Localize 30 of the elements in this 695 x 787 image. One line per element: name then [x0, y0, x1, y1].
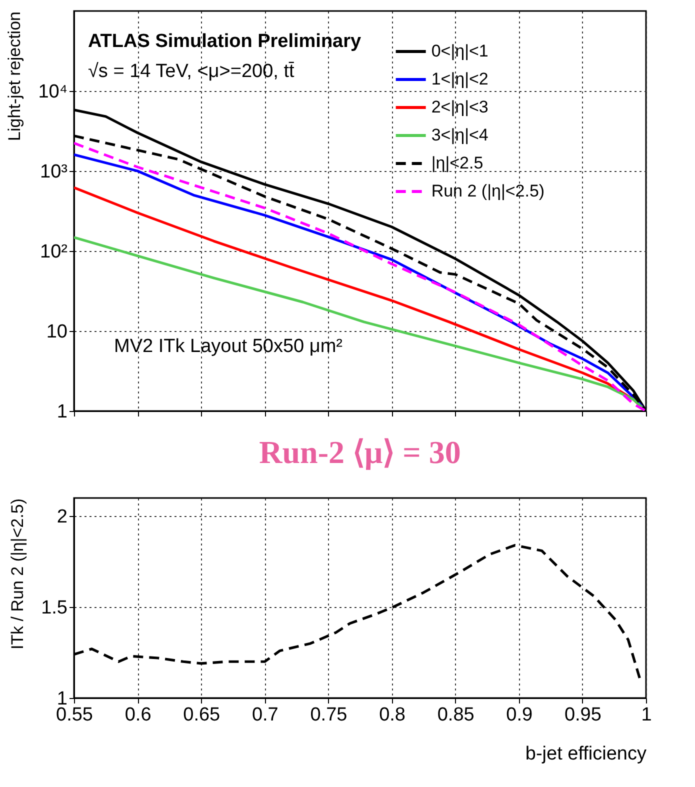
legend-label: Run 2 (|η|<2.5): [431, 182, 545, 200]
x-tick-label: 0.65: [183, 704, 220, 726]
y-tick-label: 1: [56, 402, 68, 422]
x-tick-label: 0.8: [379, 704, 406, 726]
y-axis-title: Light-jet rejection: [5, 12, 24, 141]
x-tick-label: 0.55: [56, 704, 93, 726]
y-tick-label: 1.5: [41, 598, 68, 619]
y-tick-label: 10⁴: [38, 82, 68, 102]
x-tick-label: 0.7: [252, 704, 278, 726]
x-tick-label: 0.75: [310, 704, 348, 726]
legend-label: 2<|η|<3: [431, 98, 488, 116]
x-axis-title: b-jet efficiency: [525, 744, 647, 764]
annotation: √s = 14 TeV, <μ>=200, tt̄: [88, 61, 295, 82]
annotation: MV2 ITk Layout 50x50 μm²: [114, 336, 342, 357]
y-tick-label: 10: [46, 322, 68, 342]
legend-label: |η|<2.5: [431, 154, 484, 172]
legend-label: 3<|η|<4: [431, 126, 488, 144]
legend-label: 1<|η|<2: [431, 70, 488, 88]
x-tick-label: 0.85: [437, 704, 474, 726]
legend-label: 0<|η|<1: [431, 42, 488, 60]
chart-title: Run-2 ⟨μ⟩ = 30: [259, 434, 461, 470]
y-tick-label: 10³: [40, 162, 68, 182]
x-tick-label: 0.9: [506, 704, 533, 726]
y-tick-label: 2: [56, 506, 68, 528]
y-tick-label: 10²: [40, 242, 68, 262]
annotation: ATLAS Simulation Preliminary: [88, 31, 362, 52]
x-tick-label: 0.95: [564, 704, 602, 726]
x-tick-label: 0.6: [124, 704, 152, 726]
y-axis-title: ITk / Run 2 (|η|<2.5): [8, 498, 28, 650]
x-tick-label: 1: [641, 704, 652, 726]
